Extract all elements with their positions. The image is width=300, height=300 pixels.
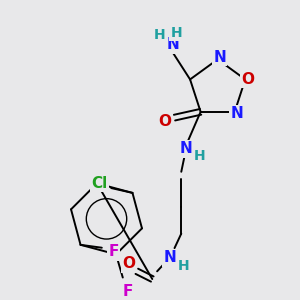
Text: H: H xyxy=(153,28,165,42)
Text: N: N xyxy=(180,141,193,156)
Text: O: O xyxy=(158,114,171,129)
Text: N: N xyxy=(213,50,226,65)
Text: F: F xyxy=(122,284,133,298)
Text: N: N xyxy=(163,250,176,265)
Text: H: H xyxy=(171,26,182,40)
Text: H: H xyxy=(194,149,206,163)
Text: N: N xyxy=(230,106,243,121)
Text: H: H xyxy=(177,259,189,272)
Text: Cl: Cl xyxy=(92,176,108,191)
Text: O: O xyxy=(123,256,136,271)
Text: N: N xyxy=(166,37,179,52)
Text: F: F xyxy=(108,244,118,259)
Text: O: O xyxy=(242,72,255,87)
